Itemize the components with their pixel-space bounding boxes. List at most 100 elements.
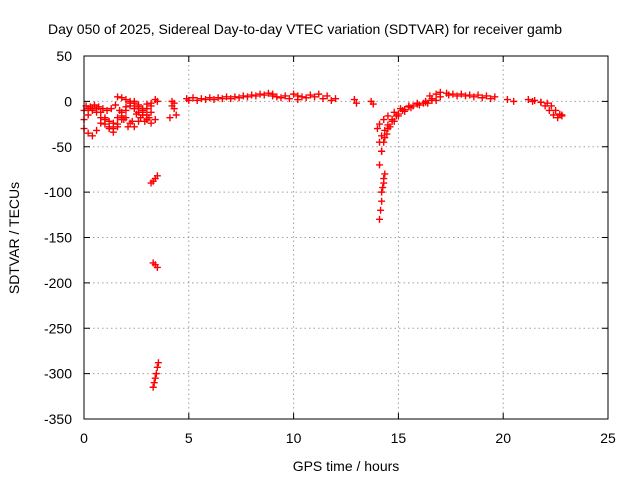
data-point: [466, 91, 474, 99]
data-point: [558, 111, 566, 119]
data-point: [93, 126, 101, 134]
data-point: [376, 138, 384, 146]
x-tick-label: 0: [80, 430, 88, 446]
data-point: [206, 94, 214, 102]
data-point: [281, 92, 289, 100]
data-point: [231, 93, 239, 101]
data-point: [202, 96, 210, 104]
series-oscillation-e: [82, 101, 153, 131]
data-point: [130, 123, 138, 131]
data-point: [111, 101, 119, 109]
y-tick-label: 50: [56, 48, 72, 64]
data-point: [436, 93, 444, 101]
data-point: [273, 93, 281, 101]
data-point: [302, 94, 310, 102]
data-point: [151, 116, 159, 124]
data-point: [153, 263, 161, 271]
y-tick-label: -250: [44, 320, 72, 336]
series-plateau-16-20-b: [428, 91, 495, 103]
data-point: [153, 172, 161, 180]
data-point: [149, 383, 157, 391]
data-point: [311, 93, 319, 101]
data-point: [197, 95, 205, 103]
data-point: [378, 132, 386, 140]
data-point: [323, 92, 331, 100]
data-point: [474, 91, 482, 99]
data-point: [260, 91, 268, 99]
data-point: [122, 103, 130, 111]
series-near-4h: [151, 96, 180, 122]
data-point: [449, 90, 457, 98]
data-point: [290, 90, 298, 98]
data-point: [384, 121, 392, 129]
data-point: [88, 106, 96, 114]
data-point: [294, 96, 302, 104]
data-point: [153, 97, 161, 105]
y-tick-label: -350: [44, 411, 72, 427]
data-point: [97, 108, 105, 116]
data-point: [109, 119, 117, 127]
data-point: [248, 91, 256, 99]
x-tick-label: 5: [185, 430, 193, 446]
data-point: [269, 92, 277, 100]
data-point: [552, 106, 560, 114]
series-oscillation-c: [80, 99, 155, 136]
data-point: [373, 125, 381, 133]
data-point: [350, 96, 358, 104]
data-point: [332, 95, 340, 103]
data-point: [390, 108, 398, 116]
data-point: [116, 106, 124, 114]
data-point: [252, 92, 260, 100]
data-point: [545, 106, 553, 114]
plot-frame: [83, 55, 609, 420]
data-point: [84, 111, 92, 119]
x-tick-labels: 0 5 10 15 20 25: [80, 430, 616, 446]
data-point: [491, 93, 499, 101]
y-tick-label: -200: [44, 275, 72, 291]
data-point: [381, 126, 389, 134]
data-point: [379, 184, 387, 192]
data-point: [137, 114, 145, 122]
data-point: [88, 132, 96, 140]
data-point: [457, 90, 465, 98]
data-point: [130, 99, 138, 107]
data-point: [109, 128, 117, 136]
chart-title: Day 050 of 2025, Sidereal Day-to-day VTE…: [48, 21, 562, 37]
data-point: [99, 105, 107, 113]
data-point: [139, 108, 147, 116]
data-point: [107, 105, 115, 113]
data-point: [378, 197, 386, 205]
series-isolated-13h: [350, 96, 377, 108]
data-point: [227, 95, 235, 103]
data-point: [151, 374, 159, 382]
y-tick-label: -150: [44, 230, 72, 246]
data-point: [210, 96, 218, 104]
x-tick-label: 20: [495, 430, 511, 446]
data-point: [541, 102, 549, 110]
data-point: [380, 175, 388, 183]
data-point: [141, 117, 149, 125]
data-point: [453, 92, 461, 100]
data-point: [394, 110, 402, 118]
data-point: [147, 108, 155, 116]
grid: [84, 56, 608, 419]
data-point: [396, 105, 404, 113]
data-point: [256, 90, 264, 98]
data-point: [120, 116, 128, 124]
data-point: [510, 97, 518, 105]
data-point: [134, 117, 142, 125]
x-tick-label: 25: [600, 430, 616, 446]
y-tick-label: -300: [44, 366, 72, 382]
data-point: [388, 116, 396, 124]
data-point: [319, 95, 327, 103]
data-point: [369, 100, 377, 108]
data-point: [352, 99, 360, 107]
data-point: [401, 106, 409, 114]
data-point: [193, 96, 201, 104]
data-point: [172, 111, 180, 119]
series-dip-14h: [376, 170, 389, 223]
data-point: [90, 101, 98, 109]
data-point: [166, 114, 174, 122]
series-spike-3h-c: [149, 359, 162, 391]
